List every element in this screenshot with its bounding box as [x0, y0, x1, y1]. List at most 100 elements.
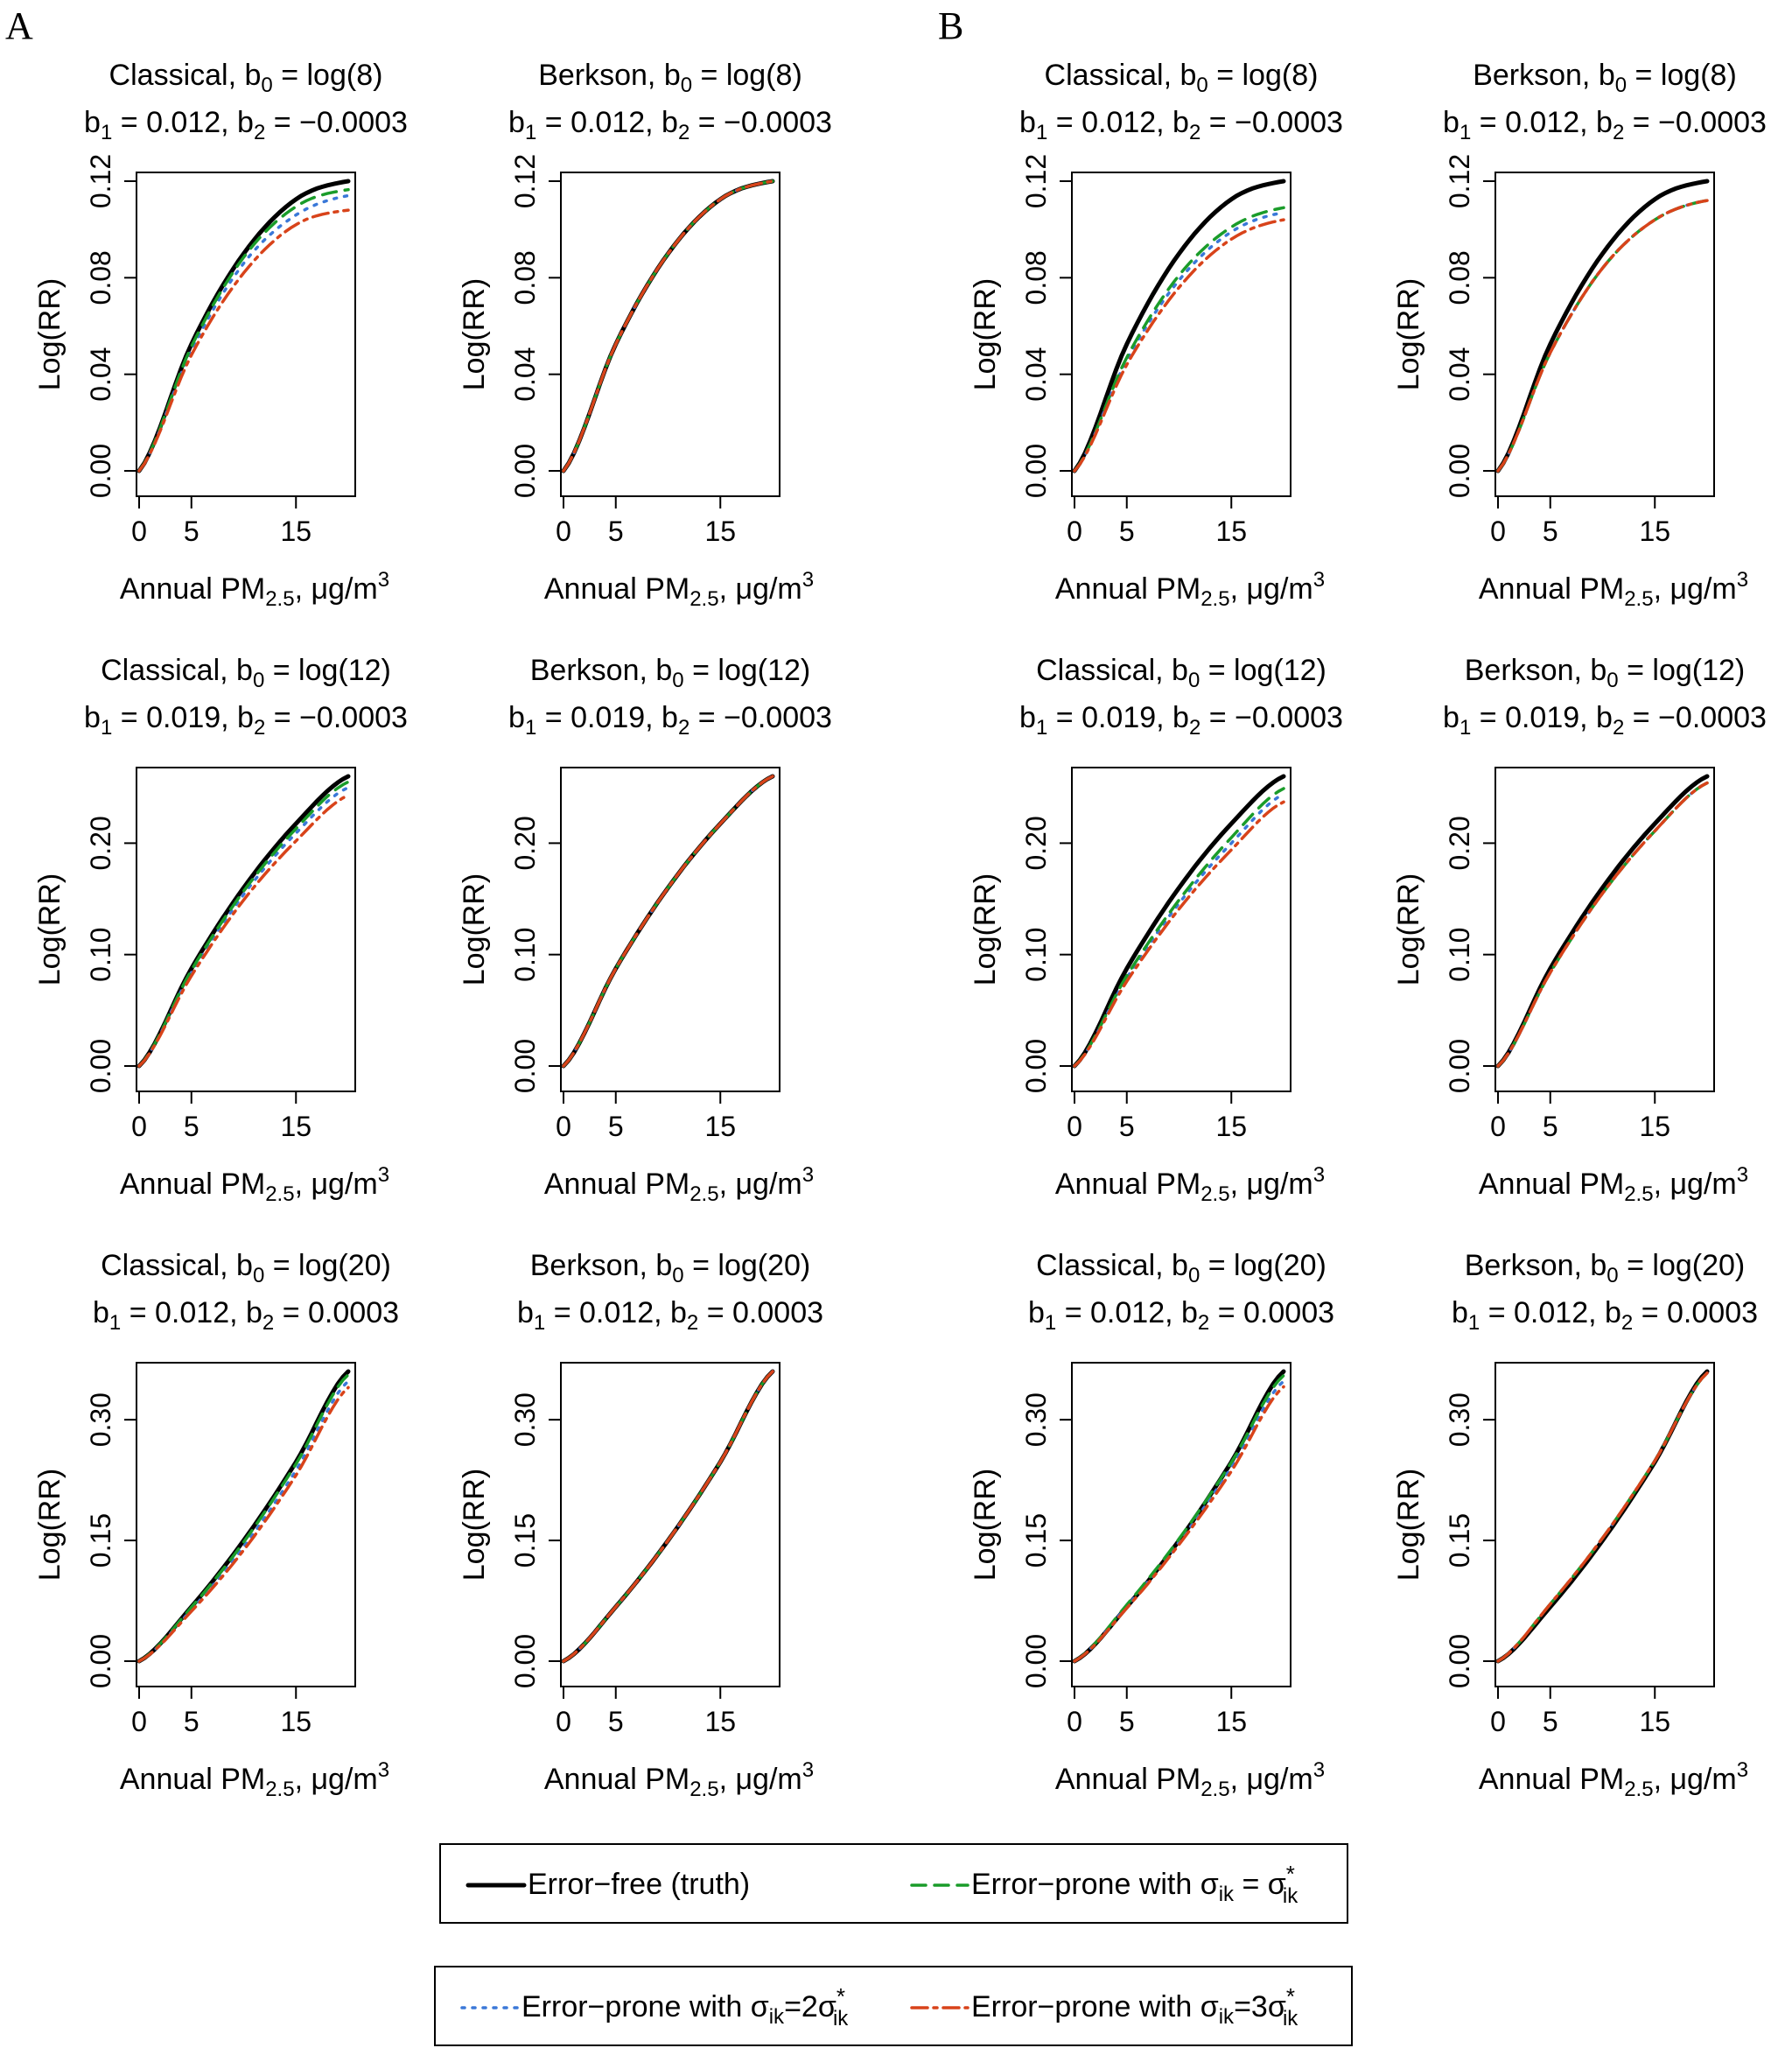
y-tick-label: 0.00: [1020, 1634, 1052, 1688]
series-line-truth: [1072, 774, 1286, 1069]
series-line-sigma1: [562, 775, 774, 1068]
y-tick-label: 0.00: [509, 1039, 541, 1093]
y-tick-label: 0.30: [1444, 1392, 1475, 1447]
y-tick-label: 0.04: [85, 347, 116, 402]
y-tick-label: 0.00: [85, 1039, 116, 1093]
series-line-sigma2: [562, 179, 774, 473]
series-line-sigma2: [137, 785, 350, 1068]
y-tick-label: 0.00: [1020, 1039, 1052, 1093]
series-line-truth: [561, 774, 775, 1069]
y-tick-label: 0.10: [85, 928, 116, 982]
subplot: Classical, b0 = log(20) b1 = 0.012, b2 = …: [969, 1249, 1334, 1801]
series-line-sigma2: [137, 193, 350, 473]
x-tick-label: 15: [704, 1706, 736, 1737]
x-tick-label: 0: [1067, 1706, 1082, 1737]
series-line-sigma1: [137, 780, 350, 1068]
subplot-title-params: b1 = 0.019, b2 = −0.0003: [1443, 701, 1767, 740]
y-tick-label: 0.08: [1020, 250, 1052, 305]
plot-frame: [1494, 767, 1715, 1092]
plot-grid: Classical, b0 = log(8) b1 = 0.012, b2 = −…: [33, 59, 1767, 1801]
y-tick-label: 0.12: [85, 154, 116, 208]
x-tick-label: 5: [1119, 1706, 1135, 1737]
y-tick-label: 0.30: [85, 1392, 116, 1447]
x-tick-label: 0: [556, 1111, 571, 1142]
subplot-title-params: b1 = 0.012, b2 = 0.0003: [1028, 1296, 1334, 1335]
series-line-sigma3: [1073, 1385, 1285, 1663]
x-tick-label: 15: [1215, 1706, 1247, 1737]
series-line-truth: [1072, 179, 1286, 473]
series-line-sigma1: [1496, 1371, 1709, 1663]
legend-box-bottom: [434, 1966, 1353, 2046]
y-axis-label: Log(RR): [1392, 1469, 1425, 1581]
x-tick-label: 5: [608, 515, 624, 547]
x-tick-label: 5: [608, 1111, 624, 1142]
y-tick-label: 0.08: [1444, 250, 1475, 305]
x-tick-label: 0: [1490, 1706, 1506, 1737]
subplot: Classical, b0 = log(8) b1 = 0.012, b2 = −…: [969, 59, 1343, 611]
x-axis-label: Annual PM2.5, μg/m3: [120, 1758, 389, 1801]
x-axis-label: Annual PM2.5, μg/m3: [544, 568, 814, 611]
series-line-sigma3: [137, 793, 350, 1068]
subplot: Berkson, b0 = log(12) b1 = 0.019, b2 = −0…: [458, 654, 832, 1206]
legend: Error−free (truth) Error−prone with σik =…: [434, 1843, 1353, 2046]
y-axis-label: Log(RR): [969, 278, 1002, 390]
plot-frame: [136, 767, 356, 1092]
plot-frame: [136, 1362, 356, 1687]
x-tick-label: 0: [131, 515, 147, 547]
subplot-title-params: b1 = 0.012, b2 = −0.0003: [84, 106, 408, 144]
series-line-sigma3: [1496, 1371, 1709, 1663]
series-line-sigma3: [1496, 199, 1709, 473]
x-tick-label: 0: [1067, 1111, 1082, 1142]
y-tick-label: 0.20: [509, 816, 541, 870]
x-tick-label: 15: [1639, 1111, 1670, 1142]
y-tick-label: 0.08: [509, 250, 541, 305]
x-axis-label: Annual PM2.5, μg/m3: [1055, 1758, 1325, 1801]
y-tick-label: 0.15: [509, 1513, 541, 1568]
y-tick-label: 0.04: [509, 347, 541, 402]
y-tick-label: 0.04: [1444, 347, 1475, 402]
subplot-title-model: Classical, b0 = log(12): [1036, 654, 1326, 692]
y-tick-label: 0.20: [85, 816, 116, 870]
y-tick-label: 0.15: [85, 1513, 116, 1568]
subplot-title-model: Classical, b0 = log(8): [1045, 59, 1319, 97]
series-line-sigma2: [562, 1370, 774, 1663]
x-tick-label: 5: [1543, 1111, 1558, 1142]
series-line-sigma3: [1073, 800, 1285, 1068]
x-axis-label: Annual PM2.5, μg/m3: [1479, 568, 1748, 611]
series-line-sigma1: [1073, 787, 1285, 1068]
y-tick-label: 0.08: [85, 250, 116, 305]
panel-letter-b: B: [938, 4, 963, 47]
y-axis-label: Log(RR): [969, 1469, 1002, 1581]
series-line-sigma1: [137, 187, 350, 473]
x-tick-label: 0: [131, 1111, 147, 1142]
panel-letter-a: A: [5, 4, 33, 47]
series-line-sigma1: [1496, 199, 1709, 473]
subplot: Berkson, b0 = log(20) b1 = 0.012, b2 = 0.…: [458, 1249, 823, 1801]
x-axis-label: Annual PM2.5, μg/m3: [544, 1758, 814, 1801]
plot-frame: [1071, 767, 1292, 1092]
series-line-sigma2: [137, 1379, 350, 1663]
y-axis-label: Log(RR): [458, 278, 491, 390]
subplot-title-model: Berkson, b0 = log(20): [1465, 1249, 1745, 1287]
series-line-sigma3: [1073, 218, 1285, 473]
subplot-title-model: Classical, b0 = log(8): [109, 59, 383, 97]
subplot-title-params: b1 = 0.012, b2 = 0.0003: [517, 1296, 823, 1335]
plot-frame: [1071, 1362, 1292, 1687]
x-axis-label: Annual PM2.5, μg/m3: [120, 1163, 389, 1206]
x-tick-label: 15: [1215, 1111, 1247, 1142]
subplot-title-model: Berkson, b0 = log(8): [1473, 59, 1737, 97]
plot-frame: [1494, 172, 1715, 497]
y-tick-label: 0.12: [1444, 154, 1475, 208]
series-line-truth: [136, 179, 351, 473]
y-tick-label: 0.00: [85, 1634, 116, 1688]
plot-frame: [560, 767, 780, 1092]
x-tick-label: 15: [280, 515, 312, 547]
y-tick-label: 0.10: [1020, 928, 1052, 982]
y-axis-label: Log(RR): [33, 873, 66, 985]
x-tick-label: 15: [1639, 1706, 1670, 1737]
legend-label-sigma3: Error−prone with σik=3σ* ik: [971, 1983, 1298, 2030]
x-tick-label: 15: [280, 1111, 312, 1142]
x-tick-label: 5: [1543, 515, 1558, 547]
y-axis-label: Log(RR): [458, 873, 491, 985]
